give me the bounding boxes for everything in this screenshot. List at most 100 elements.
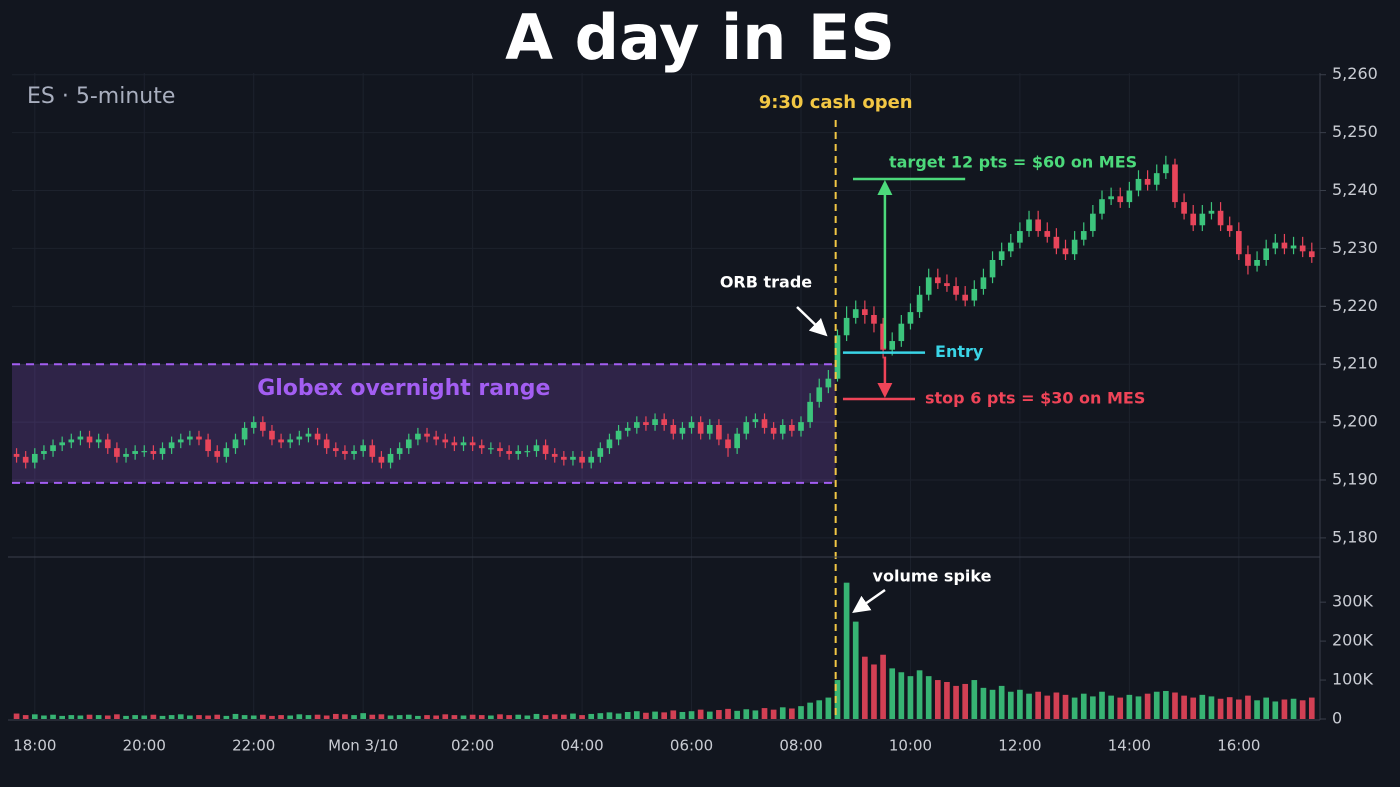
volume-bar <box>661 712 668 719</box>
candle-body <box>916 294 923 313</box>
volume-bar <box>579 715 585 719</box>
candle-body <box>1126 190 1133 203</box>
volume-bar <box>925 676 932 719</box>
candle-body <box>1272 242 1279 249</box>
volume-bar <box>95 715 102 719</box>
volume-bar <box>1235 699 1242 719</box>
volume-bar <box>880 654 886 719</box>
candle-body <box>278 439 284 443</box>
chart-subtitle: ES · 5-minute <box>27 84 175 109</box>
y-tick-label: 5,190 <box>1332 470 1378 489</box>
volume-bar <box>962 683 969 719</box>
x-tick-label: 04:00 <box>560 737 603 755</box>
volume-bar <box>889 668 896 719</box>
volume-bar <box>697 709 704 719</box>
volume-bar <box>214 714 221 719</box>
volume-bar <box>615 713 622 719</box>
volume-bar <box>761 708 768 719</box>
candle-body <box>779 425 786 434</box>
volume-bar <box>770 709 777 719</box>
volume-bar <box>314 714 321 719</box>
candle-body <box>50 445 56 452</box>
candle-body <box>944 283 950 287</box>
volume-bar <box>123 715 129 719</box>
candle-body <box>214 451 221 457</box>
candle-body <box>670 425 677 434</box>
volume-bar <box>807 702 813 719</box>
candle-body <box>250 422 257 428</box>
x-tick-label: 22:00 <box>232 737 275 755</box>
candle-body <box>889 341 896 350</box>
volume-bar <box>50 714 56 719</box>
candle-body <box>351 451 357 454</box>
candle-body <box>168 442 175 449</box>
candle-body <box>123 453 129 457</box>
volume-bar <box>1044 695 1051 719</box>
volume-bar <box>597 713 604 719</box>
volume-bar <box>1172 692 1178 719</box>
candle-body <box>1245 254 1251 266</box>
volume-bar <box>606 712 613 719</box>
candle-body <box>1263 248 1270 260</box>
candle-body <box>296 436 303 440</box>
candle-body <box>1208 210 1215 214</box>
candle-body <box>615 430 622 440</box>
volume-bar <box>561 714 567 719</box>
y-tick-label: 5,260 <box>1332 64 1378 83</box>
candle-body <box>597 448 604 457</box>
candle-body <box>1090 213 1096 232</box>
candle-body <box>1099 199 1105 214</box>
volume-bar <box>779 707 786 719</box>
volume-bar <box>287 715 294 719</box>
candle-body <box>679 427 686 434</box>
candle-body <box>1226 225 1233 232</box>
candle-body <box>469 442 476 446</box>
candle-body <box>871 315 877 324</box>
candle-body <box>159 448 166 454</box>
candle-body <box>1135 178 1142 191</box>
open-line-label: 9:30 cash open <box>759 92 913 113</box>
volume-bar <box>22 715 29 719</box>
candle-body <box>433 436 439 440</box>
candle-body <box>1017 231 1023 243</box>
volume-bar <box>834 680 841 719</box>
volume-bar <box>1272 701 1279 719</box>
volume-bar <box>269 715 275 719</box>
candle-body <box>551 453 558 457</box>
x-tick-label: 08:00 <box>779 737 822 755</box>
candle-body <box>232 439 239 449</box>
volume-bar <box>387 715 394 719</box>
volume-bar <box>916 670 923 719</box>
volume-bar <box>624 711 631 719</box>
volume-bar <box>1208 696 1215 719</box>
x-tick-label: 18:00 <box>13 737 56 755</box>
volume-bar <box>980 687 987 719</box>
volume-bar <box>141 715 148 719</box>
candle-body <box>177 439 184 443</box>
candle-body <box>104 439 111 449</box>
volume-bar <box>816 700 823 719</box>
volume-bar <box>506 715 512 719</box>
candle-body <box>405 439 412 449</box>
candle-body <box>260 422 266 431</box>
candle-body <box>661 419 668 425</box>
candle-body <box>77 436 84 440</box>
volume-bar <box>104 715 111 719</box>
candle-body <box>460 442 467 446</box>
volume-bar <box>1181 695 1187 719</box>
volume-spike-arrow <box>852 588 886 614</box>
candle-body <box>515 451 522 454</box>
candle-body <box>1080 231 1087 240</box>
volume-bar <box>789 708 795 719</box>
candle-body <box>770 427 777 434</box>
candle-body <box>269 430 275 440</box>
volume-bar <box>1026 693 1032 719</box>
target-label: target 12 pts = $60 on MES <box>889 152 1137 171</box>
candle-body <box>989 260 996 278</box>
candle-body <box>1172 164 1178 203</box>
candle-body <box>1071 239 1078 255</box>
volume-bar <box>1245 695 1251 719</box>
volume-bar <box>41 715 47 719</box>
candle-body <box>898 323 905 342</box>
